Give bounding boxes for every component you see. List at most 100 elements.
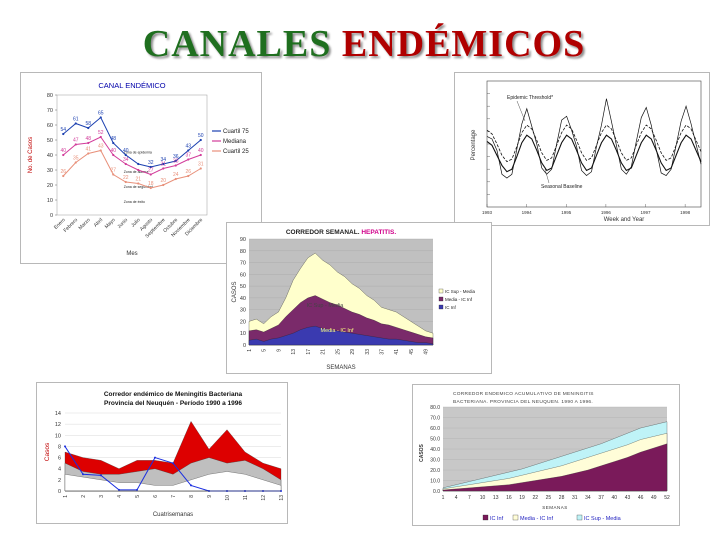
x-tick-label: 16	[506, 495, 512, 501]
y-tick-label: 40.0	[430, 447, 440, 453]
series-point	[187, 158, 190, 161]
chart-title-line2: BACTERIANA. PROVINCIA DEL NEUQUEN. 1990 …	[453, 399, 593, 405]
title-word-canales: CANALES	[142, 23, 332, 65]
series-point	[100, 474, 102, 477]
x-tick-label: 1993	[482, 210, 493, 215]
data-label: 43	[98, 144, 104, 150]
x-tick-label: Mayo	[104, 217, 117, 230]
x-tick-label: 13	[279, 495, 285, 501]
y-tick-label: 10.0	[430, 479, 440, 485]
series-point	[162, 167, 165, 170]
data-label: 43	[185, 144, 191, 150]
data-label: 48	[110, 136, 116, 142]
y-tick-label: 0.0	[433, 489, 440, 495]
x-tick-label: 1	[247, 349, 253, 352]
series-area	[248, 326, 434, 346]
x-tick-label: 49	[424, 349, 430, 355]
x-tick-label: 10	[480, 495, 486, 501]
zone-label: Zona de éxito	[124, 200, 145, 204]
y-tick-label: 0	[50, 213, 53, 219]
x-tick-label: 1994	[522, 210, 533, 215]
data-label: 26	[185, 169, 191, 175]
x-tick-label: 1	[63, 495, 69, 498]
x-tick-label: 37	[379, 349, 385, 355]
x-tick-label: 11	[243, 495, 249, 500]
x-tick-label: 28	[559, 495, 565, 501]
series-point	[174, 159, 177, 163]
annotation-pointer	[516, 100, 526, 122]
data-label: 52	[98, 130, 104, 136]
x-tick-label: 1995	[561, 210, 572, 215]
legend-label: Media - IC Inf	[520, 516, 553, 522]
x-tick-label: 3	[99, 495, 105, 498]
data-label: 36	[173, 154, 179, 160]
annotation-pointer	[544, 168, 550, 184]
legend-swatch	[482, 514, 489, 521]
legend-label: IC Sup - Media	[445, 289, 476, 294]
y-tick-label: 70	[240, 261, 246, 267]
legend-label: IC Inf	[490, 516, 504, 522]
x-tick-label: 31	[572, 495, 578, 501]
zone-label: Zona de alarma	[124, 170, 149, 174]
canal-endemico-panel: CANAL ENDÉMICO 0 10 20 30 40 50 60 70 80 Enero Febr…	[20, 72, 262, 264]
y-tick-label: 20	[47, 183, 53, 189]
series-point	[137, 162, 140, 166]
series-point	[199, 138, 202, 142]
x-tick-label: 41	[394, 349, 400, 355]
plot-area	[56, 94, 208, 216]
series-point	[62, 153, 65, 157]
epidemic-threshold-panel: 1993 1994 1995 1996 1997 1998 Week and Year Per…	[454, 72, 710, 226]
series-point	[87, 126, 90, 130]
data-label: 24	[173, 172, 179, 178]
x-tick-label: 1	[442, 495, 445, 501]
legend-label: Mediana	[223, 139, 247, 145]
data-label: 31	[198, 162, 204, 168]
y-tick-label: 40	[240, 296, 246, 302]
x-tick-label: 5	[135, 495, 141, 498]
legend-swatch	[438, 288, 444, 294]
inline-label: Media - IC Inf	[320, 328, 353, 334]
y-tick-label: 0	[243, 343, 246, 349]
annotation-label: Seasonal Baseline	[541, 184, 583, 190]
x-axis-label: Week and Year	[604, 217, 645, 223]
zone-label: Zona de seguridad	[124, 185, 153, 189]
x-tick-label: 37	[598, 495, 604, 501]
data-label: 41	[85, 147, 91, 153]
x-tick-label: 1998	[680, 210, 691, 215]
x-tick-label: Junio	[116, 217, 129, 230]
x-tick-label: 13	[291, 349, 297, 355]
corredor-acumulativo-panel: CORREDOR ENDEMICO ACUMULATIVO DE MENINGI…	[412, 384, 680, 526]
series-point	[62, 174, 65, 178]
series-point	[187, 174, 190, 178]
data-label: 47	[73, 138, 79, 144]
corredor-hepatitis-panel: CORREDOR SEMANAL. HEPATITIS. 0 10 20 30 40 50 6…	[226, 222, 492, 374]
data-label: 34	[160, 157, 166, 163]
data-label: 54	[60, 127, 66, 133]
x-tick-label: 6	[153, 495, 159, 498]
series-point	[199, 153, 202, 157]
annotation-label: Epidemic Threshold*	[507, 95, 553, 101]
x-tick-label: 22	[532, 495, 538, 501]
series-point	[174, 177, 177, 181]
chart-title: CORREDOR SEMANAL. HEPATITIS.	[286, 229, 396, 236]
series-point	[112, 153, 115, 157]
series-line	[62, 149, 202, 189]
data-label: 26	[60, 169, 66, 175]
series-point	[62, 132, 65, 136]
series-line	[62, 136, 201, 176]
y-tick-label: 60.0	[430, 426, 440, 432]
canal-endemico-chart: CANAL ENDÉMICO01020304050607080EneroFebr…	[28, 81, 249, 257]
x-tick-label: 1996	[601, 210, 612, 215]
series-point	[74, 122, 77, 125]
data-label: 34	[123, 157, 129, 163]
x-tick-label: 52	[664, 495, 670, 501]
x-tick-label: 8	[189, 495, 195, 498]
slide-title: CANALES ENDÉMICOS	[0, 22, 728, 66]
data-label: 27	[148, 168, 154, 174]
series-point	[87, 141, 90, 145]
corredor-acumulativo-chart: CORREDOR ENDEMICO ACUMULATIVO DE MENINGI…	[419, 391, 670, 522]
chart-title-line1: CORREDOR ENDEMICO ACUMULATIVO DE MENINGI…	[453, 391, 594, 397]
series-line	[486, 98, 702, 179]
y-tick-label: 40	[47, 153, 53, 159]
series-point	[136, 488, 138, 491]
